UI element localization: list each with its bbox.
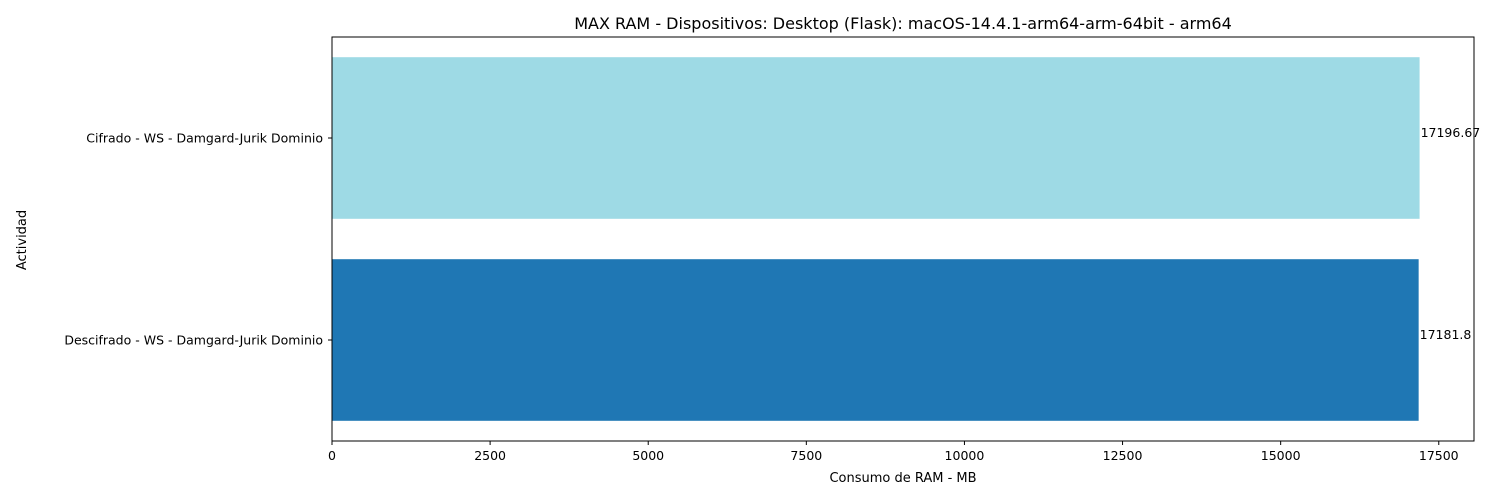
x-tick-label: 2500	[474, 448, 506, 463]
y-axis-ticks: Descifrado - WS - Damgard-Jurik Dominio C…	[64, 131, 332, 348]
x-tick-label: 7500	[790, 448, 822, 463]
x-tick-label: 0	[328, 448, 336, 463]
x-tick-label: 12500	[1103, 448, 1143, 463]
y-tick-label: Cifrado - WS - Damgard-Jurik Dominio	[86, 131, 323, 146]
x-tick-label: 10000	[945, 448, 985, 463]
plot-frame	[331, 36, 1475, 442]
bar-value-label: 17196.67	[1421, 125, 1481, 140]
chart-title: MAX RAM - Dispositivos: Desktop (Flask):…	[574, 14, 1232, 33]
x-axis-label: Consumo de RAM - MB	[829, 471, 976, 486]
x-tick-label: 5000	[632, 448, 664, 463]
x-axis-ticks: 0 2500 5000 7500 10000 12500 15000 17500	[328, 441, 1459, 463]
x-tick-label: 17500	[1419, 448, 1459, 463]
x-tick-label: 15000	[1261, 448, 1301, 463]
bars-group	[332, 57, 1420, 421]
bar-value-label: 17181.8	[1420, 327, 1472, 342]
value-labels-group: 17181.8 17196.67	[1420, 125, 1481, 342]
bar-1	[332, 57, 1420, 219]
y-tick-label: Descifrado - WS - Damgard-Jurik Dominio	[64, 333, 323, 348]
bar-0	[332, 259, 1419, 421]
y-axis-label: Actividad	[15, 210, 30, 270]
